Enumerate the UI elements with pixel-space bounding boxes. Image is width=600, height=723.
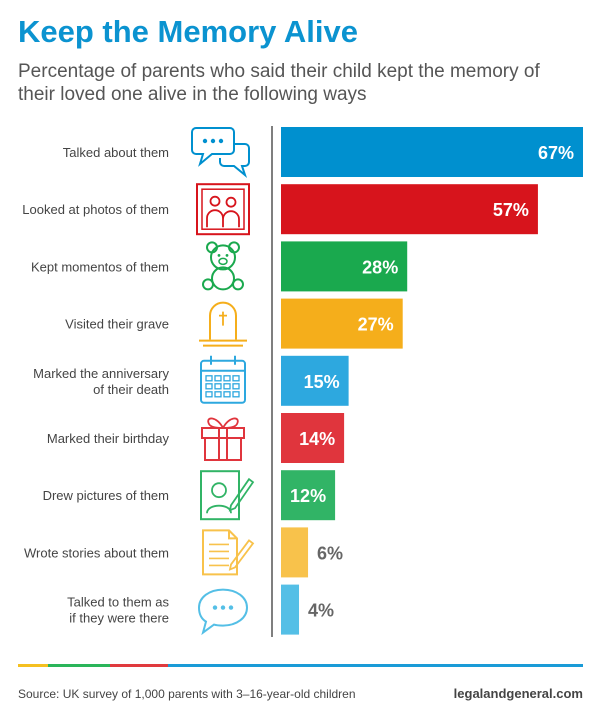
family-photo-icon [196, 183, 250, 236]
category-label: Visited their grave [65, 317, 169, 332]
footer-bar-segment [110, 664, 168, 667]
footer-color-bar [18, 664, 583, 667]
data-label: 28% [362, 257, 398, 277]
data-label: 57% [493, 200, 529, 220]
bar [281, 127, 583, 177]
chart-title: Keep the Memory Alive [18, 14, 358, 49]
category-label: Looked at photos of them [22, 202, 169, 217]
gift-icon [201, 417, 245, 461]
calendar-icon [200, 355, 246, 404]
speech-bubble-icon [197, 588, 249, 636]
data-label: 14% [299, 429, 335, 449]
source-note: Source: UK survey of 1,000 parents with … [18, 687, 356, 701]
bar [281, 470, 336, 521]
data-label: 4% [308, 601, 334, 621]
category-label: Marked their birthday [47, 431, 170, 446]
category-label: Wrote stories about them [24, 545, 169, 560]
category-label: Talked to them as if they were there [67, 595, 169, 626]
bar [281, 241, 408, 292]
category-label: Marked the anniversary of their death [33, 366, 169, 397]
data-label: 15% [304, 372, 340, 392]
category-label: Talked about them [63, 145, 169, 160]
teddy-bear-icon [202, 241, 244, 291]
bar-chart: Talked about them 67% Looked at photos of … [22, 126, 583, 637]
notepad-pencil-icon [202, 529, 255, 576]
bar [281, 355, 349, 406]
chart-subtitle: Percentage of parents who said their chi… [18, 61, 540, 105]
category-label: Drew pictures of them [43, 488, 169, 503]
drawing-icon [200, 470, 255, 521]
footer-bar-segment [18, 664, 48, 667]
bar [281, 298, 403, 349]
data-label: 67% [538, 143, 574, 163]
site-url: legalandgeneral.com [453, 686, 583, 701]
gravestone-icon [199, 301, 247, 347]
category-label: Kept momentos of them [31, 259, 169, 274]
bar [281, 584, 300, 635]
data-label: 6% [317, 543, 343, 563]
data-label: 12% [290, 486, 326, 506]
bar [281, 184, 538, 235]
bar [281, 413, 345, 463]
speech-bubbles-icon [191, 127, 250, 178]
bar [281, 527, 309, 578]
data-label: 27% [358, 315, 394, 335]
footer-bar-segment [48, 664, 110, 667]
footer-bar-segment [168, 664, 583, 667]
